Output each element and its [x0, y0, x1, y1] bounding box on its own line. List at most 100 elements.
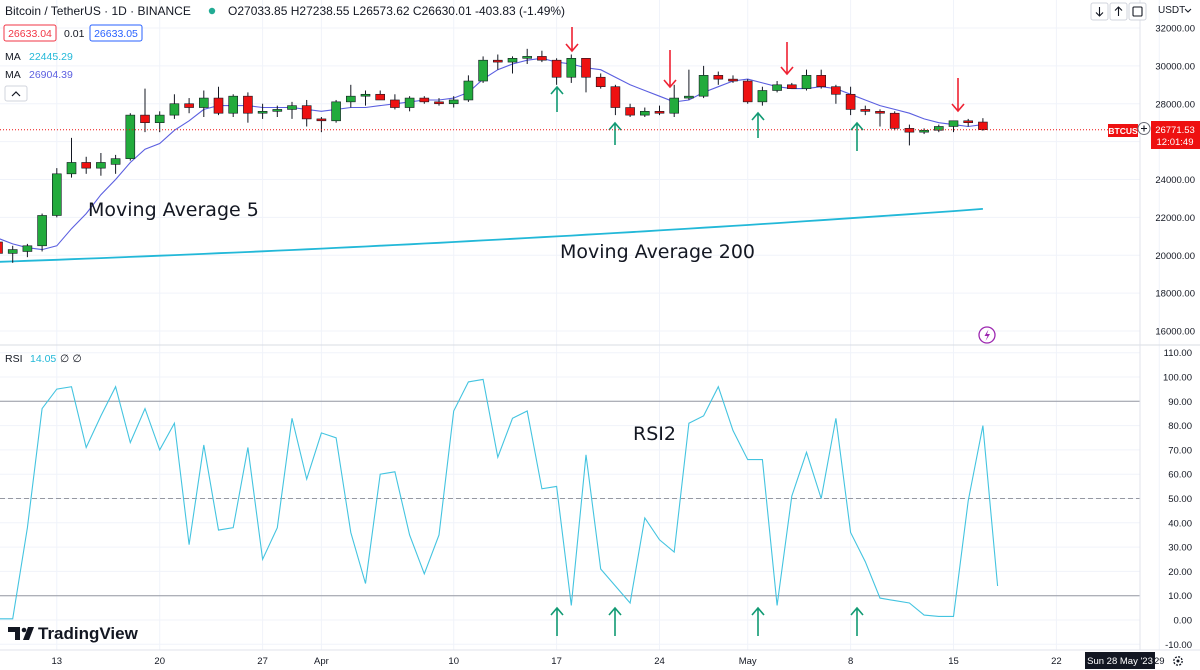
- candle-body: [360, 93, 371, 97]
- candle: [786, 82, 797, 89]
- candle-body: [0, 241, 3, 254]
- candle: [419, 96, 430, 104]
- candle-body: [345, 95, 356, 103]
- candle-body: [625, 107, 635, 116]
- candle-body: [125, 114, 136, 159]
- tradingview-wordmark: TradingView: [38, 624, 139, 643]
- candle: [66, 137, 77, 178]
- time-axis[interactable]: 13 20 27 Apr 10 17 24 May 8 15 22 29: [52, 656, 1165, 667]
- buy-button-bg[interactable]: [89, 24, 143, 42]
- candle-body: [772, 84, 782, 91]
- arrow-up-icon: [751, 111, 765, 138]
- arrow-up-icon: [751, 606, 765, 636]
- candle: [390, 94, 400, 110]
- rsi-axis[interactable]: -10.00 0.00 10.00 20.00 30.00 40.00 50.00 60.00…: [1163, 348, 1192, 651]
- candle-body: [184, 103, 194, 108]
- price-tag-value: 26771.53: [1155, 125, 1195, 136]
- rsi-buy-arrow: [550, 606, 564, 636]
- candle: [287, 101, 297, 119]
- candle: [610, 84, 621, 116]
- candle-body: [478, 59, 488, 82]
- maximize-pane-button[interactable]: [1128, 2, 1147, 21]
- ma5-legend-label[interactable]: MA: [5, 69, 21, 81]
- ohlc-change: -403.83 (-1.49%): [475, 4, 565, 18]
- tradingview-logo[interactable]: TradingView: [8, 624, 139, 643]
- annotation-ma200: Moving Average 200: [560, 241, 755, 263]
- candle-body: [889, 112, 900, 129]
- ma200-legend-value: 22445.29: [29, 51, 73, 63]
- candle: [478, 56, 488, 83]
- candle: [184, 98, 194, 114]
- candle: [933, 124, 944, 133]
- price-axis[interactable]: 16000.00 18000.00 20000.00 22000.00 24000.00…: [1155, 24, 1195, 338]
- currency-selector[interactable]: USDT: [1158, 5, 1185, 16]
- rsi-tick-label: 90.00: [1168, 397, 1192, 408]
- candle: [831, 84, 841, 104]
- arrow-down-icon: [780, 42, 794, 76]
- ma5-legend-value: 26904.39: [29, 69, 73, 81]
- candle-body: [654, 111, 665, 114]
- symbol-tag: BTCUS: [1108, 126, 1138, 136]
- candle-body: [610, 86, 621, 108]
- candle: [228, 94, 238, 118]
- chevron-up-icon: [11, 91, 21, 97]
- arrow-down-icon: [663, 50, 677, 89]
- symbol-title[interactable]: Bitcoin / TetherUS · 1D · BINANCE: [5, 4, 191, 18]
- candle-body: [978, 121, 988, 130]
- time-tick-label: 17: [551, 656, 562, 667]
- rsi-tick-label: 70.00: [1168, 445, 1192, 456]
- candle-body: [816, 75, 827, 88]
- annotation-ma5: Moving Average 5: [88, 199, 259, 221]
- candle-body: [154, 114, 165, 123]
- candle: [551, 58, 562, 85]
- price-tick-label: 30000.00: [1155, 61, 1195, 72]
- candle-body: [845, 93, 856, 110]
- lightning-bolt-glyph: [984, 329, 990, 341]
- buy-button[interactable]: 26633.05: [94, 28, 138, 40]
- candle-body: [448, 99, 459, 105]
- time-tick-label: 29: [1154, 656, 1165, 667]
- tradingview-logo-mark: [8, 627, 20, 640]
- collapse-legend-button[interactable]: [4, 85, 28, 102]
- rsi-tick-label: 50.00: [1168, 494, 1192, 505]
- candle-body: [728, 78, 738, 82]
- candle: [684, 69, 694, 100]
- axis-settings-button[interactable]: [1173, 656, 1183, 666]
- candle-body: [551, 59, 562, 78]
- sell-button[interactable]: 26633.04: [8, 28, 52, 40]
- candle: [507, 56, 518, 74]
- candle: [169, 94, 180, 119]
- rsi-buy-arrow: [751, 606, 765, 636]
- candle-body: [742, 80, 753, 103]
- ohlc-open-key: O: [228, 4, 237, 18]
- candle: [654, 105, 665, 116]
- candle: [110, 154, 121, 174]
- candle-body: [801, 75, 812, 89]
- ma200-line: [0, 208, 983, 263]
- ma200-legend-label[interactable]: MA: [5, 51, 21, 63]
- sell-button-bg[interactable]: [3, 24, 57, 42]
- candle: [772, 81, 782, 93]
- rsi-legend-value: 14.05: [30, 353, 56, 365]
- candle-body: [492, 59, 503, 63]
- candle-body: [419, 97, 430, 103]
- candle-body: [933, 126, 944, 131]
- tradingview-logo-slash: [23, 627, 34, 640]
- rsi-line-layer: [0, 378, 999, 620]
- candle-body: [581, 57, 591, 78]
- candle-body: [110, 158, 121, 165]
- candle: [492, 54, 503, 70]
- arrow-up-icon: [608, 121, 622, 145]
- rsi-legend-label[interactable]: RSI: [5, 353, 23, 365]
- time-tick-label: May: [739, 656, 757, 667]
- ohlc-low: 26573.62: [360, 4, 410, 18]
- ohlc-close-key: C: [413, 4, 422, 18]
- plus-icon: [1141, 125, 1147, 132]
- pane-controls: USDT: [1090, 2, 1192, 21]
- candle: [375, 90, 386, 101]
- candle-body: [96, 162, 106, 169]
- candle-body: [434, 101, 444, 105]
- arrow-up-icon: [550, 85, 564, 112]
- candle-body: [7, 249, 18, 254]
- candle-body: [963, 120, 974, 123]
